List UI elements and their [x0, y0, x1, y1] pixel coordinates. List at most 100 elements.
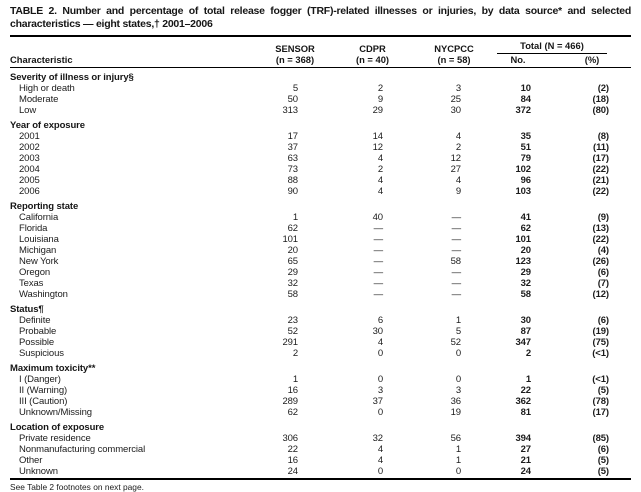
cell-nycpcc: 3 [455, 385, 461, 396]
header-nycpcc: NYCPCC [434, 43, 474, 54]
cell-cdpr: 9 [377, 94, 383, 105]
cell-total-pct: (78) [592, 396, 610, 407]
cell-total-no: 102 [515, 164, 531, 175]
row-label: 2002 [19, 142, 40, 153]
header-total-no: No. [483, 54, 553, 68]
cell-nycpcc: — [451, 289, 462, 300]
table-row: Other 16 4 1 21 (5) [10, 455, 631, 466]
table-row: Florida 62 — — 62 (13) [10, 223, 631, 234]
cell-total-pct: (17) [592, 153, 610, 164]
cell-total-pct: (6) [597, 267, 609, 278]
row-label: New York [19, 256, 59, 267]
cell-total-pct: (5) [597, 466, 609, 477]
cell-sensor: 58 [287, 289, 298, 300]
cell-sensor: 22 [287, 444, 298, 455]
row-label: Possible [19, 337, 55, 348]
table-row: Texas 32 — — 32 (7) [10, 278, 631, 289]
table-row: 2003 63 4 12 79 (17) [10, 153, 631, 164]
cell-cdpr: — [373, 234, 384, 245]
table-row: High or death 5 2 3 10 (2) [10, 83, 631, 94]
cell-total-no: 21 [520, 455, 531, 466]
row-label: 2004 [19, 164, 40, 175]
header-total-label: Total (N = 466) [497, 40, 607, 54]
cell-total-no: 362 [515, 396, 531, 407]
header-cdpr-n: (n = 40) [320, 54, 405, 68]
cell-total-pct: (17) [592, 407, 610, 418]
header-row-subheads: Characteristic (n = 368) (n = 40) (n = 5… [10, 54, 631, 68]
cell-total-pct: (18) [592, 94, 610, 105]
cell-sensor: 63 [287, 153, 298, 164]
cell-sensor: 16 [287, 385, 298, 396]
cell-nycpcc: 52 [450, 337, 461, 348]
cell-nycpcc: — [451, 234, 462, 245]
cell-cdpr: 4 [377, 337, 383, 348]
row-label: Washington [19, 289, 68, 300]
row-label: Florida [19, 223, 48, 234]
cell-cdpr: 0 [377, 466, 383, 477]
cell-total-pct: (8) [597, 131, 609, 142]
cell-total-pct: (11) [593, 142, 609, 153]
cell-nycpcc: 0 [455, 374, 461, 385]
cell-sensor: 291 [282, 337, 298, 348]
row-label: Michigan [19, 245, 57, 256]
cell-total-no: 41 [520, 212, 531, 223]
table-row: Suspicious 2 0 0 2 (<1) [10, 348, 631, 359]
cell-cdpr: — [373, 267, 384, 278]
cell-nycpcc: 0 [455, 466, 461, 477]
cell-sensor: 52 [287, 326, 298, 337]
cell-sensor: 65 [287, 256, 298, 267]
cell-sensor: 2 [292, 348, 298, 359]
cell-total-no: 87 [520, 326, 531, 337]
table-row: II (Warning) 16 3 3 22 (5) [10, 385, 631, 396]
cell-total-no: 32 [520, 278, 531, 289]
cell-total-pct: (22) [592, 186, 610, 197]
row-label: High or death [19, 83, 75, 94]
cell-nycpcc: 30 [450, 105, 461, 116]
section-row: Reporting state [10, 197, 631, 212]
table-row: Private residence 306 32 56 394 (85) [10, 433, 631, 444]
cell-total-no: 27 [520, 444, 531, 455]
table-title: TABLE 2. Number and percentage of total … [10, 5, 631, 30]
cell-total-pct: (9) [597, 212, 609, 223]
table-row: Probable 52 30 5 87 (19) [10, 326, 631, 337]
cell-total-pct: (13) [592, 223, 610, 234]
table-row: Possible 291 4 52 347 (75) [10, 337, 631, 348]
section-label: Severity of illness or injury§ [10, 72, 134, 83]
cell-total-no: 58 [520, 289, 531, 300]
row-label: Unknown [19, 466, 58, 477]
cell-nycpcc: 4 [455, 131, 461, 142]
row-label: Definite [19, 315, 51, 326]
row-label: Moderate [19, 94, 59, 105]
cell-total-pct: (5) [597, 455, 609, 466]
cell-cdpr: 37 [372, 396, 383, 407]
cell-total-pct: (80) [592, 105, 610, 116]
table-row: III (Caution) 289 37 36 362 (78) [10, 396, 631, 407]
row-label: Unknown/Missing [19, 407, 92, 418]
cell-cdpr: — [373, 289, 384, 300]
cell-total-no: 96 [520, 175, 531, 186]
table-row: 2006 90 4 9 103 (22) [10, 186, 631, 197]
cell-total-no: 1 [525, 374, 531, 385]
cell-cdpr: 12 [372, 142, 383, 153]
cell-sensor: 37 [287, 142, 298, 153]
cell-nycpcc: 0 [455, 348, 461, 359]
cell-total-no: 29 [520, 267, 531, 278]
cell-nycpcc: 56 [450, 433, 461, 444]
table-row: I (Danger) 1 0 0 1 (<1) [10, 374, 631, 385]
section-row: Year of exposure [10, 116, 631, 131]
table-row: Louisiana 101 — — 101 (22) [10, 234, 631, 245]
cell-total-pct: (12) [592, 289, 610, 300]
table-bottom-divider [10, 478, 631, 480]
footnote-reference: See Table 2 footnotes on next page. [10, 482, 144, 492]
row-label: I (Danger) [19, 374, 61, 385]
cell-total-pct: (85) [592, 433, 610, 444]
cell-nycpcc: — [451, 212, 462, 223]
cell-total-no: 22 [520, 385, 531, 396]
cell-sensor: 101 [282, 234, 298, 245]
table-row: California 1 40 — 41 (9) [10, 212, 631, 223]
row-label: Suspicious [19, 348, 64, 359]
cell-cdpr: — [373, 223, 384, 234]
header-total-pct: (%) [553, 54, 631, 68]
section-label: Maximum toxicity** [10, 363, 96, 374]
